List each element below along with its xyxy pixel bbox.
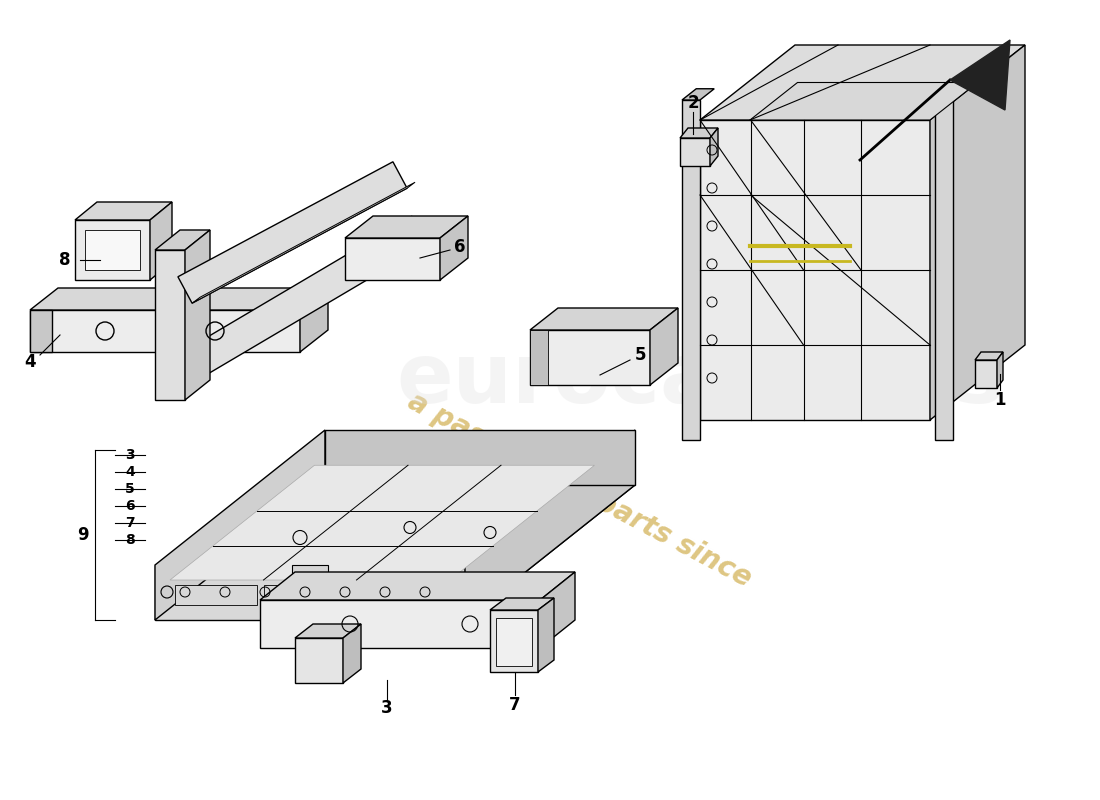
Text: 6: 6	[454, 238, 465, 256]
Polygon shape	[650, 308, 678, 385]
Polygon shape	[170, 466, 594, 580]
Polygon shape	[343, 624, 361, 683]
Polygon shape	[155, 230, 210, 250]
Polygon shape	[295, 638, 343, 683]
Polygon shape	[700, 45, 1025, 120]
Polygon shape	[935, 100, 953, 440]
Polygon shape	[682, 89, 714, 100]
Polygon shape	[930, 45, 1025, 420]
Text: 7: 7	[125, 516, 135, 530]
Polygon shape	[155, 485, 635, 620]
Polygon shape	[530, 330, 650, 385]
Polygon shape	[680, 138, 710, 166]
Polygon shape	[300, 288, 328, 352]
Polygon shape	[185, 230, 210, 400]
Text: 9: 9	[77, 526, 89, 544]
Polygon shape	[997, 352, 1003, 388]
Text: 5: 5	[125, 482, 135, 496]
Polygon shape	[935, 89, 967, 100]
Polygon shape	[192, 182, 415, 303]
Polygon shape	[682, 100, 700, 440]
Text: 5: 5	[635, 346, 646, 364]
Text: 2: 2	[688, 94, 698, 112]
Text: 1: 1	[994, 391, 1005, 409]
Polygon shape	[295, 624, 361, 638]
Polygon shape	[530, 330, 548, 385]
Polygon shape	[530, 308, 678, 330]
Polygon shape	[30, 310, 300, 352]
Polygon shape	[496, 618, 532, 666]
Polygon shape	[490, 610, 538, 672]
Polygon shape	[440, 216, 467, 280]
Polygon shape	[950, 40, 1010, 110]
Text: 4: 4	[24, 353, 36, 371]
Text: 3: 3	[382, 699, 393, 717]
Polygon shape	[75, 220, 150, 280]
Polygon shape	[260, 572, 575, 600]
Polygon shape	[150, 202, 172, 280]
Polygon shape	[30, 288, 328, 310]
Polygon shape	[178, 162, 407, 303]
Polygon shape	[465, 430, 635, 620]
Polygon shape	[324, 430, 635, 485]
Text: 3: 3	[125, 448, 135, 462]
Polygon shape	[292, 565, 328, 590]
Text: 6: 6	[125, 499, 135, 513]
Polygon shape	[975, 352, 1003, 360]
Polygon shape	[155, 565, 465, 620]
Polygon shape	[30, 310, 52, 352]
Polygon shape	[260, 600, 540, 648]
Polygon shape	[155, 250, 185, 400]
Polygon shape	[750, 82, 978, 120]
Polygon shape	[975, 360, 997, 388]
Polygon shape	[191, 216, 428, 374]
Text: 4: 4	[125, 465, 135, 479]
Text: 8: 8	[59, 251, 70, 269]
Polygon shape	[345, 238, 440, 280]
Polygon shape	[175, 585, 257, 605]
Polygon shape	[490, 598, 554, 610]
Text: 8: 8	[125, 533, 135, 547]
Polygon shape	[710, 128, 718, 166]
Polygon shape	[75, 202, 172, 220]
Text: a passion for parts since: a passion for parts since	[404, 387, 757, 593]
Polygon shape	[155, 430, 324, 620]
Polygon shape	[264, 585, 446, 605]
Polygon shape	[538, 598, 554, 672]
Text: 7: 7	[509, 696, 520, 714]
Polygon shape	[345, 216, 467, 238]
Polygon shape	[540, 572, 575, 648]
Text: eurocarparts: eurocarparts	[396, 339, 1004, 421]
Polygon shape	[85, 230, 140, 270]
Polygon shape	[700, 120, 930, 420]
Polygon shape	[680, 128, 718, 138]
